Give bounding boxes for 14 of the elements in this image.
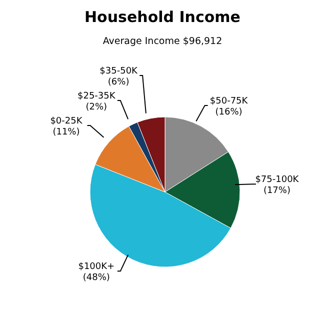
data-label: (2%) bbox=[86, 102, 108, 112]
slice-label: $75-100K bbox=[255, 175, 300, 186]
slice-label: $25-35K bbox=[78, 92, 116, 102]
slice-label: $100K+ bbox=[78, 262, 115, 272]
data-label: (11%) bbox=[52, 128, 80, 138]
chart-subtitle: Average Income $96,912 bbox=[102, 36, 224, 47]
chart-title: Household Income bbox=[84, 8, 242, 26]
data-label: (17%) bbox=[263, 186, 290, 196]
data-label: (48%) bbox=[82, 273, 110, 284]
data-label: (6%) bbox=[108, 78, 130, 88]
data-label: (16%) bbox=[215, 108, 242, 118]
slice-label: $35-50K bbox=[100, 66, 139, 76]
slice-label: $50-75K bbox=[210, 96, 249, 107]
slice-label: $0-25K bbox=[50, 116, 84, 126]
